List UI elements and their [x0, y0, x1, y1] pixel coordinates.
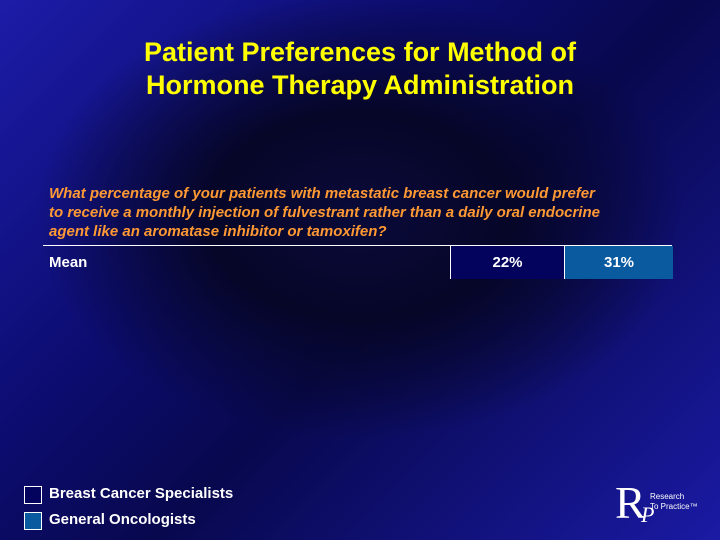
cell-breast-cancer-specialists: 22%	[450, 246, 564, 279]
legend-label: General Oncologists	[49, 511, 196, 528]
slide-title-line-1: Patient Preferences for Method of	[143, 37, 577, 67]
logo-r-glyph: R	[615, 477, 646, 528]
legend-swatch-light-blue	[24, 512, 42, 530]
survey-question-line-1: What percentage of your patients with me…	[49, 185, 595, 202]
cell-general-oncologists: 31%	[564, 246, 673, 279]
legend-label: Breast Cancer Specialists	[49, 485, 234, 502]
survey-question-line-3: agent like an aromatase inhibitor or tam…	[49, 223, 387, 240]
slide-title: Patient Preferences for Method of Hormon…	[0, 36, 720, 102]
row-label-mean: Mean	[49, 254, 88, 271]
legend-swatch-dark-blue	[24, 486, 42, 504]
survey-question: What percentage of your patients with me…	[49, 184, 669, 241]
logo-p-glyph: P	[641, 502, 655, 527]
research-to-practice-logo: R P Research To Practice™	[615, 477, 715, 530]
logo-wordmark: Research To Practice™	[650, 492, 698, 512]
slide-title-line-2: Hormone Therapy Administration	[145, 70, 575, 100]
logo-text-line-1: Research	[650, 492, 685, 501]
results-table: Mean 22% 31%	[43, 245, 673, 279]
survey-question-line-2: to receive a monthly injection of fulves…	[49, 204, 600, 221]
logo-text-line-2: To Practice™	[650, 502, 698, 511]
